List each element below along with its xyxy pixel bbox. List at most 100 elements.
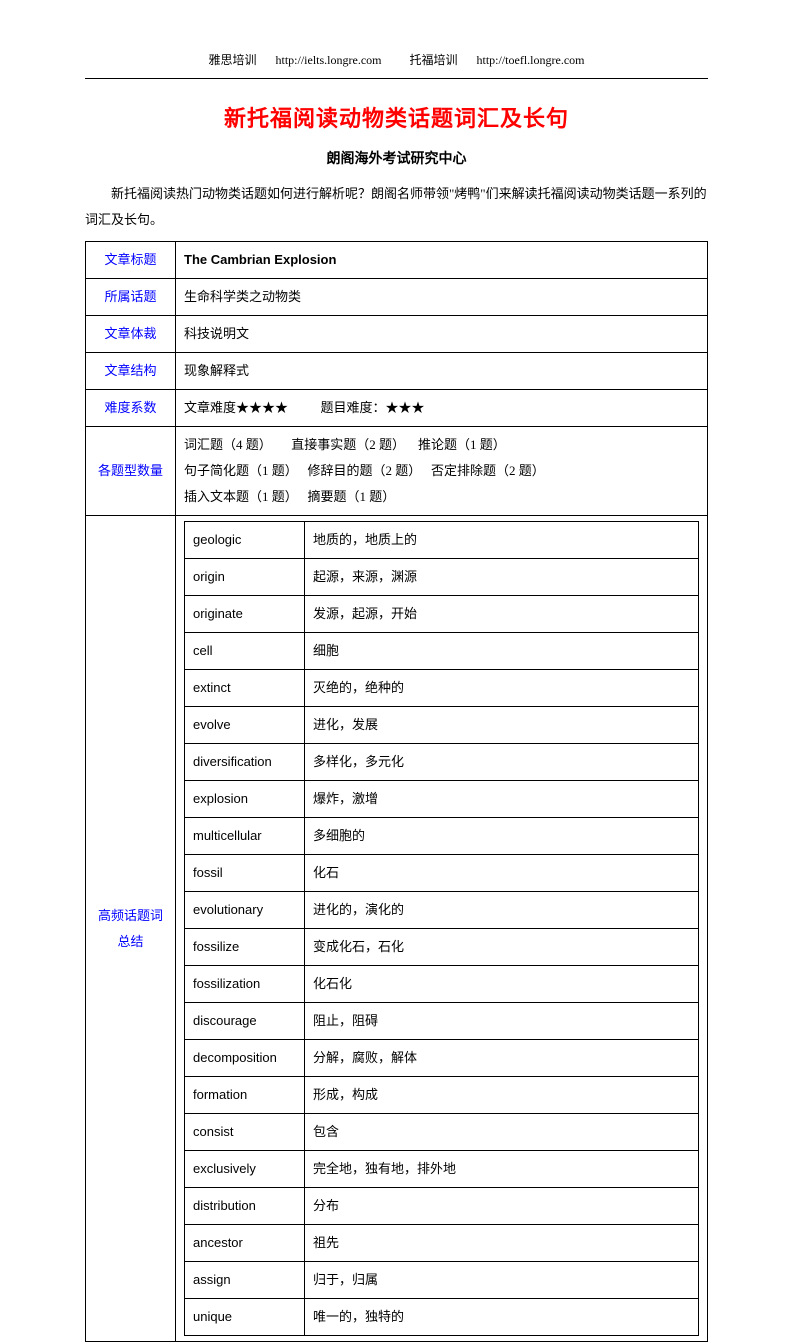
vocab-cell: geologic地质的，地质上的origin起源，来源，渊源originate发… <box>176 516 708 1342</box>
table-row: 所属话题 生命科学类之动物类 <box>86 279 708 316</box>
vocab-definition: 进化，发展 <box>305 707 699 744</box>
info-table: 文章标题 The Cambrian Explosion 所属话题 生命科学类之动… <box>85 241 708 1342</box>
label-article-title: 文章标题 <box>86 242 176 279</box>
toefl-training-url: http://toefl.longre.com <box>477 53 585 67</box>
vocab-word: unique <box>185 1299 305 1336</box>
vocab-row: origin起源，来源，渊源 <box>185 559 699 596</box>
vocab-definition: 多细胞的 <box>305 818 699 855</box>
vocab-word: discourage <box>185 1003 305 1040</box>
vocab-word: cell <box>185 633 305 670</box>
vocab-row: formation形成，构成 <box>185 1077 699 1114</box>
value-article-title: The Cambrian Explosion <box>176 242 708 279</box>
vocab-definition: 包含 <box>305 1114 699 1151</box>
vocab-row: explosion爆炸，激增 <box>185 781 699 818</box>
subtitle: 朗阁海外考试研究中心 <box>85 146 708 171</box>
vocab-definition: 分布 <box>305 1188 699 1225</box>
vocab-definition: 化石化 <box>305 966 699 1003</box>
qtype-line: 句子简化题（1 题） 修辞目的题（2 题） 否定排除题（2 题） <box>184 458 699 484</box>
vocab-word: formation <box>185 1077 305 1114</box>
label-genre: 文章体裁 <box>86 316 176 353</box>
vocab-word: fossilization <box>185 966 305 1003</box>
vocab-definition: 灭绝的，绝种的 <box>305 670 699 707</box>
vocab-definition: 化石 <box>305 855 699 892</box>
vocab-row: assign归于，归属 <box>185 1262 699 1299</box>
value-genre: 科技说明文 <box>176 316 708 353</box>
vocab-row: extinct灭绝的，绝种的 <box>185 670 699 707</box>
vocab-definition: 祖先 <box>305 1225 699 1262</box>
vocab-row: ancestor祖先 <box>185 1225 699 1262</box>
vocab-definition: 唯一的，独特的 <box>305 1299 699 1336</box>
vocab-word: distribution <box>185 1188 305 1225</box>
qtype-line: 词汇题（4 题） 直接事实题（2 题） 推论题（1 题） <box>184 432 699 458</box>
intro-paragraph: 新托福阅读热门动物类话题如何进行解析呢？朗阁名师带领"烤鸭"们来解读托福阅读动物… <box>85 181 708 233</box>
vocab-row: geologic地质的，地质上的 <box>185 522 699 559</box>
label-topic: 所属话题 <box>86 279 176 316</box>
vocab-definition: 分解，腐败，解体 <box>305 1040 699 1077</box>
vocab-definition: 多样化，多元化 <box>305 744 699 781</box>
vocab-word: explosion <box>185 781 305 818</box>
vocab-word: consist <box>185 1114 305 1151</box>
vocab-row: unique唯一的，独特的 <box>185 1299 699 1336</box>
vocab-word: extinct <box>185 670 305 707</box>
vocab-row: distribution分布 <box>185 1188 699 1225</box>
label-vocab-summary: 高频话题词 总结 <box>86 516 176 1342</box>
vocab-row: fossilization化石化 <box>185 966 699 1003</box>
vocab-definition: 形成，构成 <box>305 1077 699 1114</box>
vocab-row: fossil化石 <box>185 855 699 892</box>
vocab-row: cell细胞 <box>185 633 699 670</box>
vocab-definition: 地质的，地质上的 <box>305 522 699 559</box>
vocab-row: discourage阻止，阻碍 <box>185 1003 699 1040</box>
vocab-word: fossilize <box>185 929 305 966</box>
table-row: 各题型数量 词汇题（4 题） 直接事实题（2 题） 推论题（1 题） 句子简化题… <box>86 427 708 516</box>
vocab-definition: 细胞 <box>305 633 699 670</box>
vocab-definition: 阻止，阻碍 <box>305 1003 699 1040</box>
vocab-word: evolve <box>185 707 305 744</box>
value-question-types: 词汇题（4 题） 直接事实题（2 题） 推论题（1 题） 句子简化题（1 题） … <box>176 427 708 516</box>
qtype-line: 插入文本题（1 题） 摘要题（1 题） <box>184 484 699 510</box>
vocab-definition: 发源，起源，开始 <box>305 596 699 633</box>
table-row: 高频话题词 总结 geologic地质的，地质上的origin起源，来源，渊源o… <box>86 516 708 1342</box>
vocab-word: assign <box>185 1262 305 1299</box>
page-header: 雅思培训 http://ielts.longre.com 托福培训 http:/… <box>85 50 708 79</box>
vocab-row: originate发源，起源，开始 <box>185 596 699 633</box>
vocab-row: diversification多样化，多元化 <box>185 744 699 781</box>
main-title: 新托福阅读动物类话题词汇及长句 <box>85 99 708 139</box>
vocab-row: evolutionary进化的，演化的 <box>185 892 699 929</box>
vocab-word: multicellular <box>185 818 305 855</box>
label-structure: 文章结构 <box>86 353 176 390</box>
vocab-row: decomposition分解，腐败，解体 <box>185 1040 699 1077</box>
vocab-word: originate <box>185 596 305 633</box>
label-vocab-line2: 总结 <box>94 929 167 955</box>
label-question-types: 各题型数量 <box>86 427 176 516</box>
label-difficulty: 难度系数 <box>86 390 176 427</box>
table-row: 文章结构 现象解释式 <box>86 353 708 390</box>
ielts-training-label: 雅思培训 <box>209 53 257 67</box>
vocab-word: fossil <box>185 855 305 892</box>
ielts-training-url: http://ielts.longre.com <box>276 53 382 67</box>
value-structure: 现象解释式 <box>176 353 708 390</box>
vocab-row: evolve进化，发展 <box>185 707 699 744</box>
value-difficulty: 文章难度★★★★ 题目难度：★★★ <box>176 390 708 427</box>
vocab-row: fossilize变成化石，石化 <box>185 929 699 966</box>
vocab-definition: 变成化石，石化 <box>305 929 699 966</box>
vocab-row: multicellular多细胞的 <box>185 818 699 855</box>
vocab-word: geologic <box>185 522 305 559</box>
table-row: 文章体裁 科技说明文 <box>86 316 708 353</box>
vocab-word: decomposition <box>185 1040 305 1077</box>
vocab-definition: 起源，来源，渊源 <box>305 559 699 596</box>
vocab-definition: 归于，归属 <box>305 1262 699 1299</box>
vocab-list: geologic地质的，地质上的origin起源，来源，渊源originate发… <box>184 521 699 1336</box>
toefl-training-label: 托福培训 <box>410 53 458 67</box>
table-row: 难度系数 文章难度★★★★ 题目难度：★★★ <box>86 390 708 427</box>
vocab-definition: 完全地，独有地，排外地 <box>305 1151 699 1188</box>
vocab-row: exclusively完全地，独有地，排外地 <box>185 1151 699 1188</box>
vocab-definition: 进化的，演化的 <box>305 892 699 929</box>
vocab-definition: 爆炸，激增 <box>305 781 699 818</box>
vocab-row: consist包含 <box>185 1114 699 1151</box>
vocab-word: exclusively <box>185 1151 305 1188</box>
vocab-word: evolutionary <box>185 892 305 929</box>
value-topic: 生命科学类之动物类 <box>176 279 708 316</box>
vocab-word: ancestor <box>185 1225 305 1262</box>
table-row: 文章标题 The Cambrian Explosion <box>86 242 708 279</box>
vocab-word: origin <box>185 559 305 596</box>
